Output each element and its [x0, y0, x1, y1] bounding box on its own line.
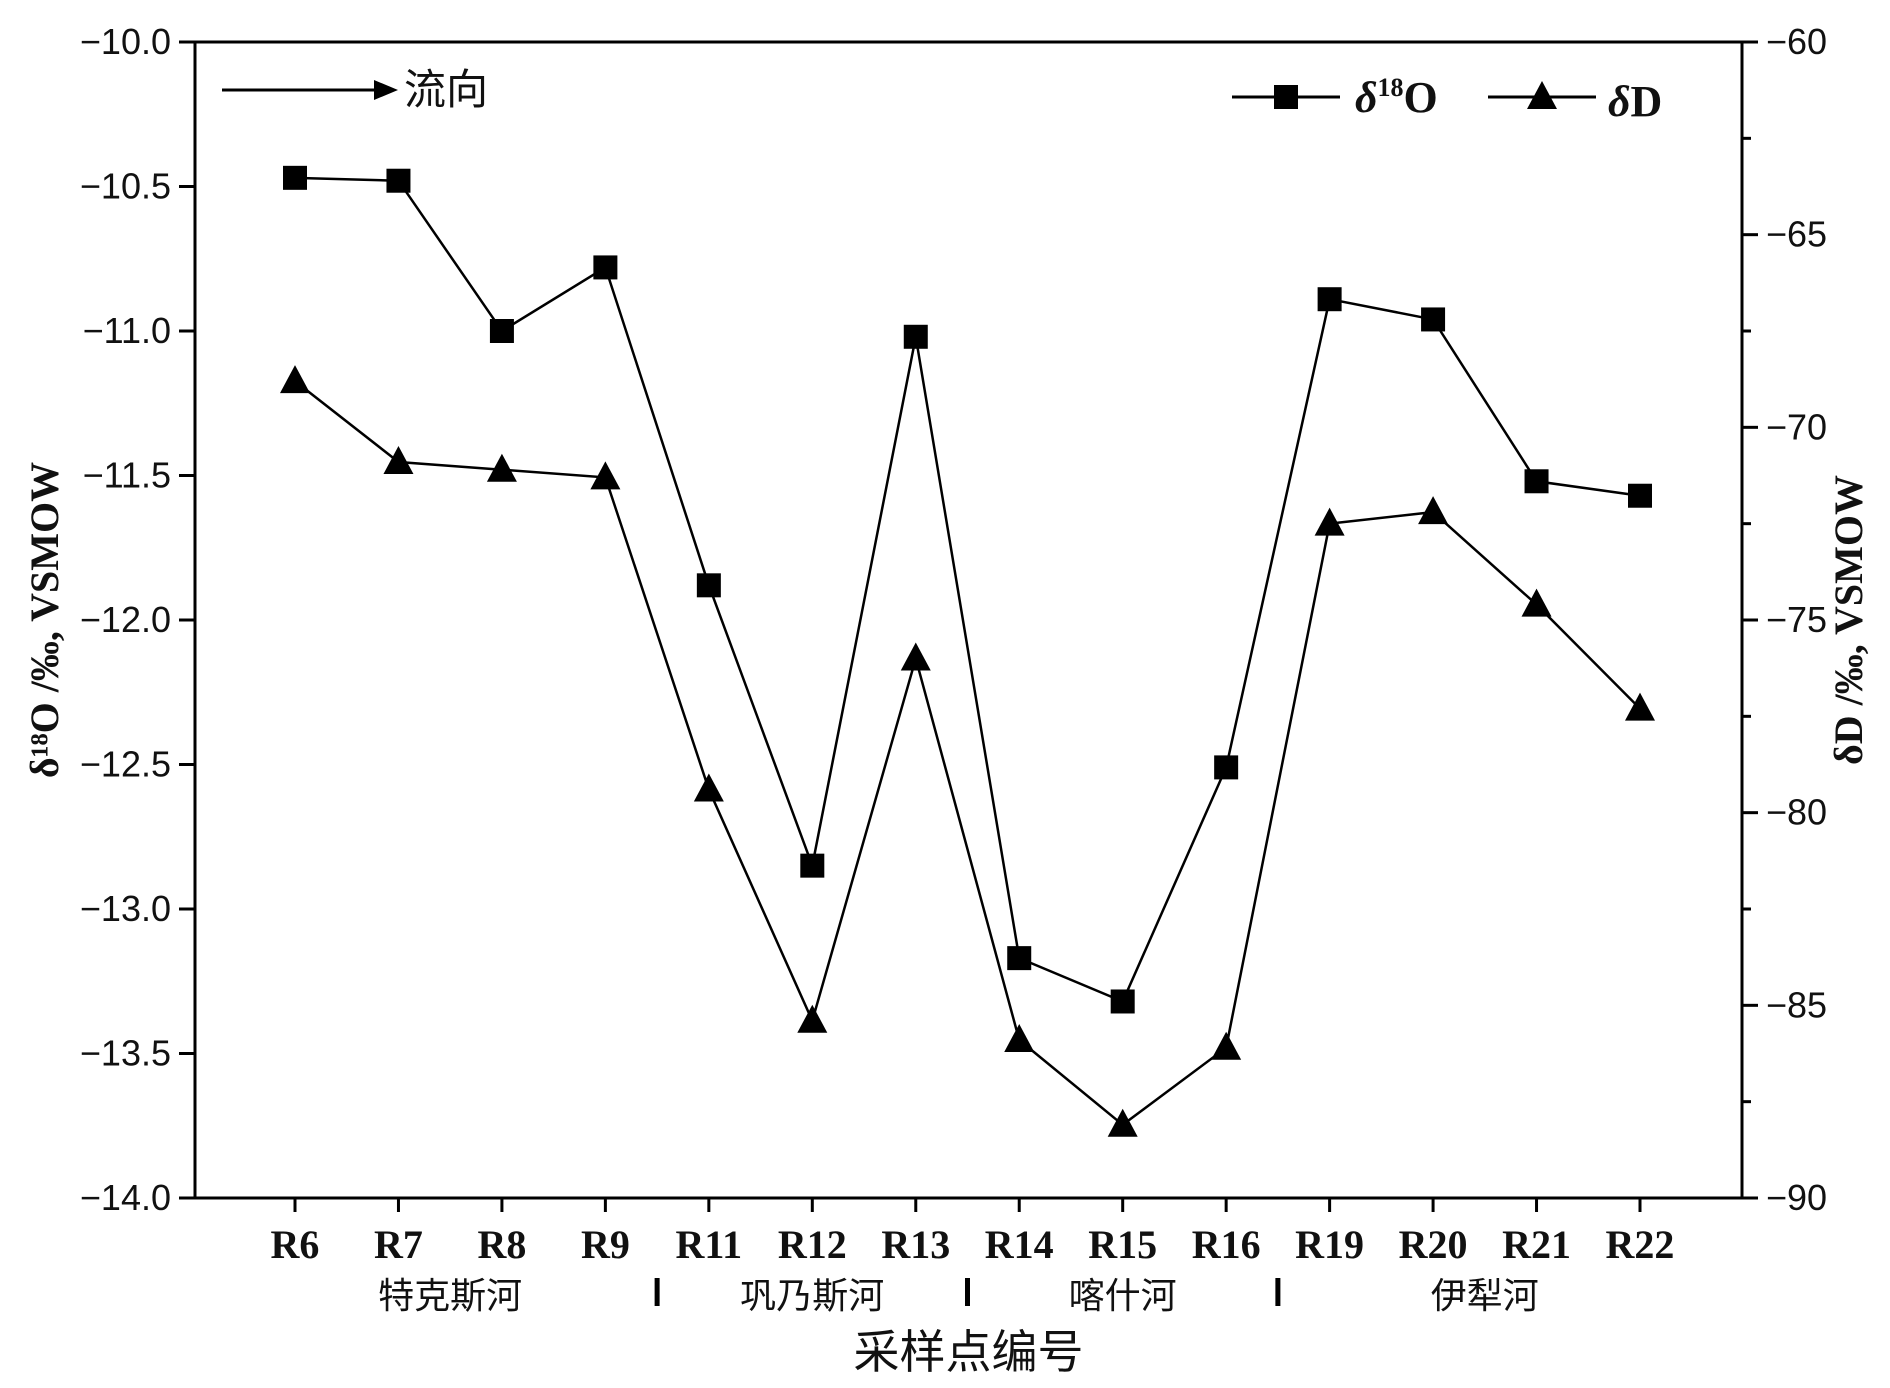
x-tick-label: R8 [477, 1222, 526, 1267]
left-tick-label: −11.0 [83, 310, 171, 351]
x-tick-label: R7 [374, 1222, 423, 1267]
right-tick-label: −75 [1766, 599, 1827, 640]
left-tick-label: −11.5 [83, 455, 171, 496]
data-point-triangle [1418, 496, 1449, 525]
left-tick-label: −10.5 [80, 166, 171, 207]
data-point-square [1421, 307, 1446, 332]
x-tick-label: R14 [985, 1222, 1054, 1267]
data-point-triangle [1211, 1031, 1242, 1060]
x-tick-label: R16 [1192, 1222, 1261, 1267]
river-group-label: 喀什河 [1069, 1276, 1177, 1317]
x-tick-label: R21 [1502, 1222, 1571, 1267]
series-line-δ18O [294, 176, 1641, 1004]
data-point-square [1628, 483, 1652, 508]
y-axis-title-left-text: δ¹⁸O /‰, VSMOW [22, 462, 67, 778]
x-tick-label: R13 [881, 1222, 950, 1267]
right-tick-label: −80 [1766, 792, 1827, 833]
data-point-triangle [900, 642, 931, 671]
y-axis-title-right-text: δD /‰, VSMOW [1826, 475, 1871, 765]
data-point-triangle [383, 446, 414, 475]
flow-arrow-head [374, 80, 398, 100]
legend-label-o18: δ18O [1355, 73, 1438, 122]
data-point-triangle [1004, 1024, 1035, 1053]
data-point-square [386, 168, 411, 193]
y-axis-title-left: δ¹⁸O /‰, VSMOW [22, 462, 67, 778]
data-point-triangle [797, 1004, 828, 1033]
plot-frame [193, 40, 1744, 1200]
x-tick-label: R19 [1295, 1222, 1364, 1267]
data-point-triangle [693, 773, 724, 802]
x-tick-label: R15 [1088, 1222, 1157, 1267]
data-point-square [696, 573, 721, 598]
data-point-square [903, 324, 928, 349]
x-tick-label: R6 [271, 1222, 320, 1267]
river-group-label: 巩乃斯河 [740, 1276, 884, 1317]
x-axis-title: 采样点编号 [854, 1325, 1084, 1379]
left-tick-label: −12.0 [80, 599, 171, 640]
x-tick-label: R11 [676, 1222, 743, 1267]
right-tick-label: −70 [1766, 406, 1827, 447]
flow-annotation-label: 流向 [404, 65, 488, 114]
data-point-triangle [1625, 692, 1655, 721]
river-group-label: 特克斯河 [378, 1276, 522, 1317]
x-tick-label: R9 [581, 1222, 630, 1267]
right-tick-label: −60 [1766, 21, 1827, 62]
data-point-square [1110, 989, 1135, 1014]
x-tick-label: R22 [1606, 1222, 1675, 1267]
data-point-square [1524, 469, 1549, 494]
data-point-square [800, 853, 825, 878]
data-point-square [1007, 946, 1032, 971]
data-point-square [593, 255, 618, 280]
series-line-δD [294, 380, 1641, 1127]
data-point-triangle [1107, 1108, 1138, 1137]
data-point-triangle [486, 453, 517, 482]
legend-marker-triangle [1527, 81, 1557, 109]
left-tick-label: −13.0 [80, 888, 171, 929]
data-point-triangle [590, 461, 621, 490]
legend-label-dd: δD [1608, 77, 1662, 126]
left-tick-label: −13.5 [80, 1033, 171, 1074]
legend-marker-square [1274, 85, 1298, 109]
y-axis-title-right: δD /‰, VSMOW [1826, 475, 1871, 765]
data-point-square [1317, 287, 1342, 312]
left-tick-label: −12.5 [80, 744, 171, 785]
river-group-label: 伊犁河 [1431, 1276, 1539, 1317]
data-point-triangle [1521, 588, 1552, 617]
data-point-square [283, 165, 307, 190]
right-tick-label: −85 [1766, 984, 1827, 1025]
data-point-square [1214, 755, 1239, 780]
x-tick-label: R12 [778, 1222, 847, 1267]
left-tick-label: −14.0 [80, 1177, 171, 1218]
left-tick-label: −10.0 [80, 21, 171, 62]
data-point-square [489, 319, 514, 343]
x-tick-label: R20 [1399, 1222, 1468, 1267]
right-tick-label: −90 [1766, 1177, 1827, 1218]
right-tick-label: −65 [1766, 214, 1827, 255]
data-point-triangle [280, 365, 310, 394]
data-point-triangle [1314, 507, 1345, 536]
